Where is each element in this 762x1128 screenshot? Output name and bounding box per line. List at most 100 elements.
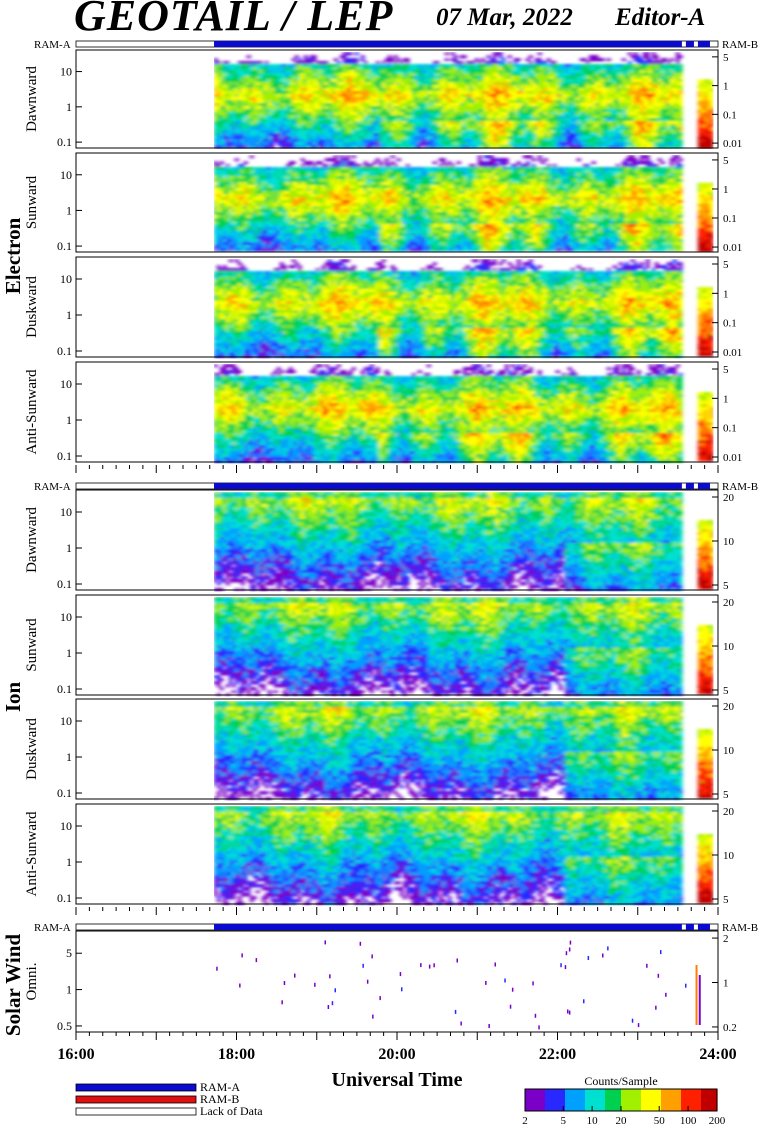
spectrogram-cell bbox=[484, 118, 488, 122]
spectrogram-cell bbox=[502, 127, 506, 131]
spectrogram-cell bbox=[394, 136, 398, 140]
spectrogram-cell bbox=[631, 136, 635, 140]
spectrogram-cell bbox=[406, 82, 410, 86]
spectrogram-cell bbox=[247, 70, 251, 74]
spectrogram-cell bbox=[400, 85, 404, 89]
spectrogram-cell bbox=[394, 67, 398, 71]
spectrogram-cell bbox=[358, 73, 362, 77]
spectrogram-cell bbox=[259, 79, 263, 83]
spectrogram-cell bbox=[700, 82, 705, 86]
spectrogram-cell bbox=[409, 130, 413, 134]
spectrogram-cell bbox=[391, 145, 395, 149]
spectrogram-cell bbox=[469, 142, 473, 146]
spectrogram-cell bbox=[241, 142, 245, 146]
spectrogram-cell bbox=[394, 112, 398, 116]
ram-b-label: RAM-B bbox=[722, 39, 758, 51]
spectrogram-cell bbox=[457, 124, 461, 128]
spectrogram-cell bbox=[289, 133, 293, 137]
spectrogram-cell bbox=[382, 136, 386, 140]
spectrogram-cell bbox=[442, 88, 446, 92]
spectrogram-cell bbox=[259, 100, 263, 104]
spectrogram-cell bbox=[277, 79, 281, 83]
spectrogram-cell bbox=[358, 133, 362, 137]
spectrogram-cell bbox=[637, 121, 641, 125]
spectrogram-cell bbox=[475, 136, 479, 140]
spectrogram-cell bbox=[253, 142, 257, 146]
spectrogram-cell bbox=[466, 70, 470, 74]
spectrogram-cell bbox=[262, 73, 266, 77]
spectrogram-cell bbox=[631, 118, 635, 122]
spectrogram-cell bbox=[670, 142, 674, 146]
spectrogram-cell bbox=[472, 139, 476, 143]
spectrogram-cell bbox=[469, 76, 473, 80]
spectrogram-cell bbox=[625, 97, 629, 101]
spectrogram-cell bbox=[352, 100, 356, 104]
spectrogram-cell bbox=[556, 97, 560, 101]
spectrogram-cell bbox=[490, 121, 494, 125]
spectrogram-cell bbox=[430, 91, 434, 95]
spectrogram-cell bbox=[412, 139, 416, 143]
spectrogram-cell bbox=[313, 139, 317, 143]
spectrogram-cell bbox=[313, 115, 317, 119]
spectrogram-cell bbox=[697, 79, 702, 83]
spectrogram-cell bbox=[496, 64, 500, 68]
spectrogram-cell bbox=[232, 236, 236, 240]
spectrogram-cell bbox=[388, 79, 392, 83]
spectrogram-cell bbox=[400, 130, 404, 134]
spectrogram-cell bbox=[649, 58, 653, 62]
spectrogram-cell bbox=[265, 127, 269, 131]
spectrogram-cell bbox=[529, 145, 533, 149]
spectrogram-cell bbox=[571, 94, 575, 98]
spectrogram-cell bbox=[586, 106, 590, 110]
spectrogram-cell bbox=[409, 139, 413, 143]
spectrogram-cell bbox=[427, 106, 431, 110]
spectrogram-cell bbox=[268, 85, 272, 89]
spectrogram-cell bbox=[361, 115, 365, 119]
spectrogram-cell bbox=[394, 61, 398, 65]
spectrogram-cell bbox=[367, 85, 371, 89]
spectrogram-cell bbox=[478, 136, 482, 140]
spectrogram-cell bbox=[244, 200, 248, 204]
spectrogram-cell bbox=[559, 76, 563, 80]
spectrogram-cell bbox=[679, 64, 683, 68]
spectrogram-cell bbox=[643, 94, 647, 98]
spectrogram-cell bbox=[532, 112, 536, 116]
spectrogram-cell bbox=[370, 118, 374, 122]
spectrogram-cell bbox=[247, 109, 251, 113]
spectrogram-cell bbox=[304, 133, 308, 137]
spectrogram-cell bbox=[334, 124, 338, 128]
spectrogram-cell bbox=[310, 55, 314, 59]
spectrogram-cell bbox=[520, 109, 524, 113]
spectrogram-cell bbox=[217, 227, 221, 231]
spectrogram-cell bbox=[493, 58, 497, 62]
spectrogram-cell bbox=[223, 91, 227, 95]
spectrogram-cell bbox=[595, 109, 599, 113]
spectrogram-cell bbox=[418, 76, 422, 80]
spectrogram-cell bbox=[295, 70, 299, 74]
spectrogram-cell bbox=[502, 91, 506, 95]
spectrogram-cell bbox=[700, 118, 705, 122]
spectrogram-cell bbox=[418, 142, 422, 146]
spectrogram-cell bbox=[253, 100, 257, 104]
spectrogram-cell bbox=[220, 215, 224, 219]
spectrogram-cell bbox=[664, 115, 668, 119]
spectrogram-cell bbox=[523, 64, 527, 68]
spectrogram-cell bbox=[400, 109, 404, 113]
spectrogram-cell bbox=[469, 91, 473, 95]
spectrogram-cell bbox=[454, 130, 458, 134]
spectrogram-cell bbox=[418, 91, 422, 95]
spectrogram-cell bbox=[634, 130, 638, 134]
spectrogram-cell bbox=[451, 58, 455, 62]
spectrogram-cell bbox=[346, 94, 350, 98]
spectrogram-cell bbox=[220, 109, 224, 113]
spectrogram-cell bbox=[424, 142, 428, 146]
spectrogram-cell bbox=[670, 127, 674, 131]
spectrogram-cell bbox=[214, 76, 218, 80]
spectrogram-cell bbox=[424, 112, 428, 116]
spectrogram-cell bbox=[487, 106, 491, 110]
spectrogram-cell bbox=[310, 109, 314, 113]
spectrogram-cell bbox=[658, 136, 662, 140]
spectrogram-cell bbox=[433, 142, 437, 146]
spectrogram-cell bbox=[478, 133, 482, 137]
spectrogram-cell bbox=[259, 106, 263, 110]
